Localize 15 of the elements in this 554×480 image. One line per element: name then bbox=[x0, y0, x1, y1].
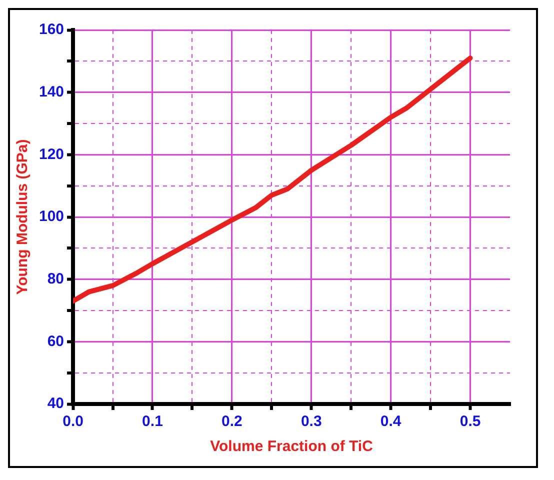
y-tick-label: 100 bbox=[38, 208, 64, 226]
y-tick-label: 120 bbox=[38, 146, 64, 163]
x-tick-label: 0.0 bbox=[62, 413, 84, 430]
x-tick-label: 0.1 bbox=[142, 413, 163, 430]
x-tick-label: 0.5 bbox=[460, 413, 481, 430]
y-tick-label: 40 bbox=[47, 395, 64, 412]
y-tick-label: 160 bbox=[38, 21, 64, 38]
x-axis-title: Volume Fraction of TiC bbox=[210, 438, 374, 456]
y-tick-label: 60 bbox=[47, 332, 64, 350]
x-tick-label: 0.2 bbox=[221, 413, 242, 430]
x-tick-label: 0.4 bbox=[380, 413, 402, 430]
y-tick-label: 80 bbox=[47, 270, 64, 288]
y-axis-title: Young Modulus (GPa) bbox=[14, 139, 32, 295]
x-tick-label: 0.3 bbox=[300, 413, 322, 430]
y-tick-label: 140 bbox=[38, 83, 64, 100]
